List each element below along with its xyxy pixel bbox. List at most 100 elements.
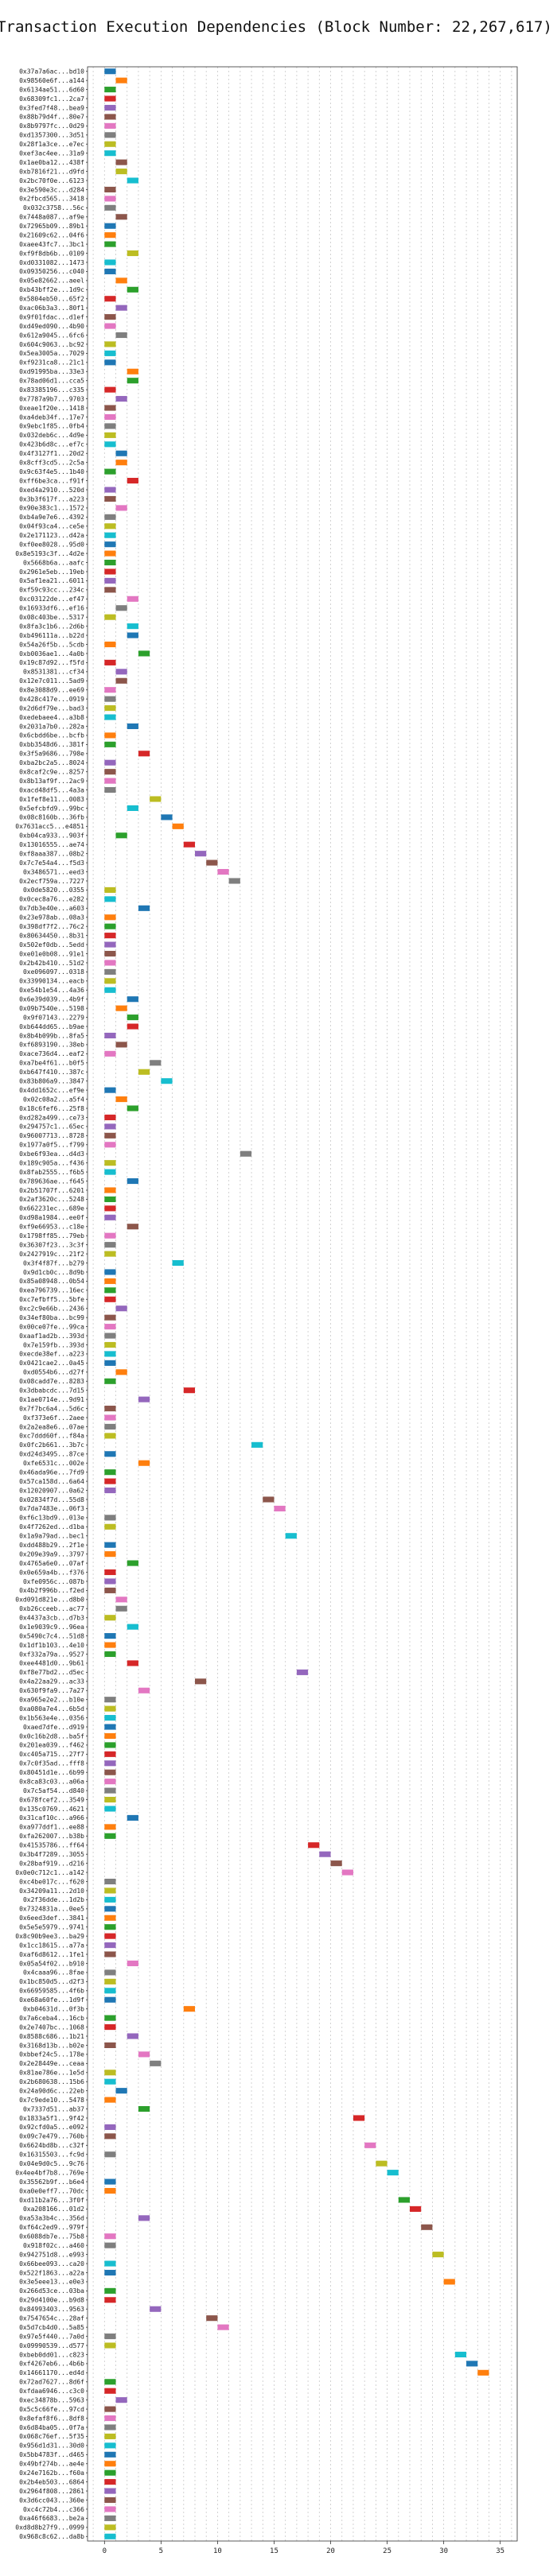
transaction-bar: [104, 523, 116, 530]
transaction-bar: [150, 2306, 162, 2312]
y-tick-label: 0x0421cae2...0a45: [19, 1360, 84, 1367]
transaction-bar: [104, 1515, 116, 1521]
transaction-bar: [104, 641, 116, 648]
transaction-bar: [104, 541, 116, 548]
y-tick-label: 0xbbef24c5...178e: [19, 2051, 84, 2058]
transaction-bar: [104, 341, 116, 347]
x-tick-label: 20: [326, 2547, 335, 2555]
transaction-bar: [104, 423, 116, 429]
transaction-bar: [104, 323, 116, 329]
y-tick-label: 0x8b4b099b...8fa5: [19, 1032, 84, 1039]
y-tick-label: 0x0fc2b661...3b7c: [19, 1441, 84, 1449]
y-tick-label: 0x968c8c62...da8b: [19, 2533, 84, 2540]
y-tick-label: 0x1b563e4e...0356: [19, 1714, 84, 1721]
y-tick-label: 0x1977a0f5...f799: [19, 1142, 84, 1149]
y-tick-label: 0xd24d3495...87ce: [19, 1451, 84, 1458]
transaction-bar: [104, 223, 116, 229]
transaction-bar: [104, 960, 116, 966]
transaction-bar: [104, 1341, 116, 1348]
transaction-bar: [138, 2051, 150, 2058]
transaction-bar: [240, 1150, 252, 1157]
transaction-bar: [104, 1314, 116, 1321]
y-tick-label: 0x35562b9f...b6e4: [19, 2178, 84, 2186]
y-tick-label: 0xc2c9e66b...2436: [19, 1305, 84, 1313]
y-tick-label: 0xa080a7e4...6b5d: [19, 1705, 84, 1713]
y-tick-label: 0x0de5820...0355: [23, 886, 84, 894]
transaction-bar: [104, 2242, 116, 2248]
transaction-bar: [104, 2406, 116, 2412]
transaction-bar: [104, 2515, 116, 2521]
y-tick-label: 0x41535786...ff64: [19, 1842, 84, 1849]
y-tick-label: 0x4a22aa29...ac33: [19, 1678, 84, 1686]
transaction-bar: [172, 823, 184, 829]
transaction-bar: [398, 2197, 410, 2203]
transaction-bar: [104, 1469, 116, 1476]
y-tick-label: 0x189c905a...f436: [19, 1159, 84, 1166]
transaction-bar: [104, 1287, 116, 1294]
transaction-bar: [104, 413, 116, 421]
transaction-bar: [138, 650, 150, 657]
y-tick-label: 0x5490c7c4...51d8: [19, 1632, 84, 1639]
y-tick-label: 0x7f7bc6a4...5d6c: [19, 1405, 84, 1412]
transaction-bar: [115, 1596, 127, 1603]
y-tick-label: 0x80634450...8b31: [19, 932, 84, 939]
y-tick-label: 0x428c417e...0919: [19, 696, 84, 703]
y-tick-label: 0xe096097...0318: [23, 968, 84, 976]
transaction-bar: [228, 878, 240, 884]
y-tick-label: 0x4dd1652c...ef9e: [19, 1087, 84, 1094]
y-tick-label: 0x2e171123...d42a: [19, 532, 84, 539]
transaction-bar: [104, 1833, 116, 1839]
y-tick-label: 0xf4267eb6...4b6b: [19, 2361, 84, 2368]
transaction-bar: [115, 332, 127, 339]
transaction-bar: [104, 1160, 116, 1166]
y-tick-label: 0xf373e6f...2aee: [23, 1414, 84, 1422]
y-tick-label: 0x29d4100e...b9d8: [19, 2297, 84, 2304]
y-tick-label: 0x7547654c...28af: [19, 2314, 84, 2322]
transaction-bar: [104, 1232, 116, 1239]
y-tick-label: 0x21609c62...04f6: [19, 231, 84, 239]
transaction-bar: [115, 396, 127, 402]
transaction-bar: [104, 268, 116, 274]
transaction-bar: [104, 1724, 116, 1730]
y-tick-label: 0x81ae786e...1e5d: [19, 2070, 84, 2077]
y-tick-label: 0x04f93ca4...ce5e: [19, 523, 84, 530]
transaction-bar: [104, 1824, 116, 1830]
y-tick-label: 0x6cbdd6be...bcfb: [19, 732, 84, 739]
y-tick-label: 0x24a90d6c...22eb: [19, 2087, 84, 2094]
transaction-bar: [104, 2524, 116, 2531]
transaction-bar: [104, 1214, 116, 1220]
y-tick-label: 0x66959585...4f6b: [19, 1988, 84, 1995]
transaction-bar: [172, 1259, 184, 1267]
transaction-bar: [104, 259, 116, 266]
transaction-bar: [127, 1814, 138, 1821]
y-tick-label: 0x662231ec...689e: [19, 1205, 84, 1212]
transaction-bar: [104, 2433, 116, 2439]
y-tick-label: 0x7da7483e...06f3: [19, 1505, 84, 1512]
transaction-bar: [104, 732, 116, 739]
transaction-bar: [127, 250, 138, 257]
transaction-bar: [115, 505, 127, 511]
y-tick-label: 0x7c0f35ad...fff8: [19, 1760, 84, 1767]
transaction-bar: [104, 1333, 116, 1339]
transaction-bar: [104, 2533, 116, 2539]
transaction-bar: [104, 132, 116, 138]
y-tick-label: 0x8cff3cd5...2c5a: [19, 459, 84, 466]
gridlines: [92, 67, 512, 2541]
transaction-bar: [104, 104, 116, 111]
y-tick-label: 0x9f01fdac...d1ef: [19, 313, 84, 320]
y-tick-label: 0x08c403be...5317: [19, 614, 84, 621]
transaction-bar: [285, 1533, 297, 1539]
y-tick-label: 0x72ad7627...8d6f: [19, 2379, 84, 2386]
y-tick-label: 0x678fcef2...3549: [19, 1796, 84, 1803]
y-tick-label: 0xb4a9e7e6...4392: [19, 514, 84, 521]
transaction-bar: [104, 1732, 116, 1740]
transaction-bar: [104, 714, 116, 720]
transaction-bar: [104, 1196, 116, 1202]
transaction-bar: [104, 441, 116, 448]
y-tick-label: 0xedebaee4...a3b8: [19, 714, 84, 721]
transaction-bar: [138, 751, 150, 757]
y-tick-label: 0x4ee4bf7b8...769e: [15, 2169, 84, 2176]
transaction-bar: [104, 1433, 116, 1439]
y-tick-label: 0x08c8160b...36fb: [19, 814, 84, 821]
transaction-bar: [206, 2315, 218, 2322]
